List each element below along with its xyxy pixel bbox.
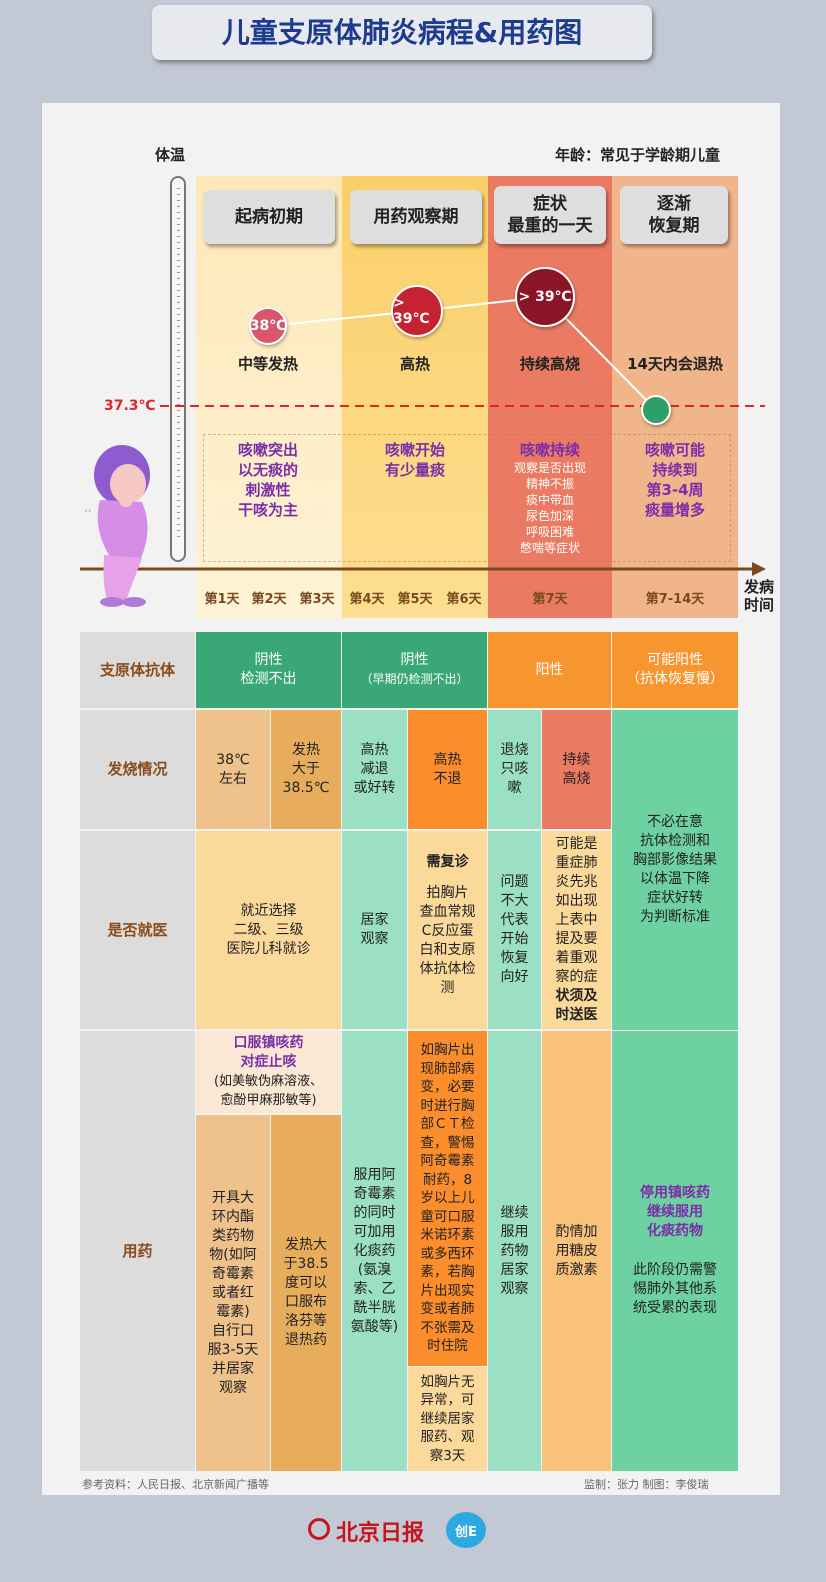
threshold-label: 37.3℃: [104, 398, 156, 414]
fever-cell-1: 38℃ 左右: [196, 710, 270, 829]
day-label-1: 第1天: [204, 592, 240, 607]
fever-cell-6: 持续 高烧: [542, 710, 611, 829]
day-label-3: 第3天: [299, 592, 335, 607]
day-label-2: 第2天: [251, 592, 287, 607]
recovery-note-cell: 不必在意 抗体检测和 胸部影像结果 以体温下降 症状好转 为判断标准: [612, 710, 738, 1030]
visit-cell-5: 问题 不大 代表 开始 恢复 向好: [488, 831, 541, 1029]
antibody-cell-2: 阴性 （早期仍检测不出）: [342, 632, 487, 708]
day-label-6: 第6天: [446, 592, 482, 607]
temp-marker-3: > 39℃: [515, 267, 575, 327]
svg-text:‘‘: ‘‘: [84, 507, 92, 521]
cough-desc-1: 咳嗽突出 以无痰的 刺激性 干咳为主: [237, 441, 298, 519]
row-header-fever: 发烧情况: [80, 710, 195, 829]
axis-arrow-icon: [752, 562, 766, 576]
newspaper-logo-text: 北京日报: [336, 1520, 425, 1546]
cough-desc-4: 咳嗽可能 持续到 第3-4周 痰量增多: [644, 441, 705, 519]
meds-cell-6: 酌情加 用糖皮 质激素: [542, 1031, 611, 1471]
phase-box-1: 起病初期: [203, 190, 335, 244]
oral-cough-med-cell: 口服镇咳药 对症止咳 (如美敏伪麻溶液、 愈酚甲麻那敏等): [196, 1031, 341, 1113]
cough-desc-3: 咳嗽持续 观察是否出现 精神不振 痰中带血 尿色加深 呼吸困难 憋喘等症状: [513, 441, 586, 555]
app-badge-icon: 创E: [446, 1512, 486, 1548]
day-label-7: 第7天: [532, 592, 568, 607]
sources-note: 参考资料：人民日报、北京新闻广播等: [82, 1478, 269, 1491]
antibody-cell-3: 阳性: [488, 632, 611, 708]
fever-cell-4: 高热 不退: [408, 710, 487, 829]
meds-cell-2: 发热大 于38.5 度可以 口服布 洛芬等 退热药: [271, 1115, 341, 1471]
antibody-cell-1: 阴性 检测不出: [196, 632, 341, 708]
x-axis-label: 发病 时间: [744, 578, 775, 614]
fever-cell-3: 高热 减退 或好转: [342, 710, 407, 829]
fever-label-4: 14天内会退热: [627, 355, 723, 373]
age-note: 年龄：常见于学龄期儿童: [555, 146, 721, 164]
meds-cell-7: 停用镇咳药 继续服用 化痰药物 此阶段仍需警 惕肺外其他系 统受累的表现: [612, 1031, 738, 1471]
phase-box-2: 用药观察期: [350, 190, 482, 244]
cough-frame: [203, 434, 731, 562]
visit-cell-4: 需复诊 拍胸片 查血常规 C反应蛋 白和支原 体抗体检测: [408, 831, 487, 1029]
coughing-child-icon: ‘‘: [84, 445, 150, 607]
phase1-bg: [196, 176, 342, 618]
phase4-bg: [612, 176, 738, 618]
visit-cell-1: 就近选择 二级、三级 医院儿科就诊: [196, 831, 341, 1029]
day-label-8: 第7-14天: [645, 592, 705, 607]
temp-marker-1: 38℃: [249, 307, 287, 345]
cough-desc-2: 咳嗽开始 有少量痰: [384, 441, 445, 479]
page-title: 儿童支原体肺炎病程&用药图: [152, 5, 652, 60]
row-header-meds: 用药: [80, 1031, 195, 1471]
meds-cell-3: 服用阿 奇霉素 的同时 可加用 化痰药 (氨溴 索、乙 酰半胱 氨酸等): [342, 1031, 407, 1471]
fever-label-1: 中等发热: [237, 355, 298, 373]
y-axis-label: 体温: [155, 146, 186, 164]
phase2-bg: [342, 176, 488, 618]
row-header-antibody: 支原体抗体: [80, 632, 195, 708]
credits-note: 监制：张力 制图：李俊瑞: [584, 1478, 709, 1491]
phase3-bg: [488, 176, 612, 618]
fever-cell-2: 发热 大于 38.5℃: [271, 710, 341, 829]
antibody-cell-4: 可能阳性 （抗体恢复慢）: [612, 632, 738, 708]
newspaper-logo-icon: [308, 1518, 330, 1540]
day-label-5: 第5天: [397, 592, 433, 607]
meds-cell-4a: 如胸片出 现肺部病 变，必要 时进行胸 部ＣＴ检 查，警惕 阿奇霉素 耐药，8 岁以上儿 童可口服…: [408, 1031, 487, 1366]
phase-box-4: 逐渐 恢复期: [620, 186, 728, 244]
visit-cell-6: 可能是 重症肺 炎先兆 如出现 上表中 提及要 着重观 察的症 状须及 时送医: [542, 831, 611, 1029]
meds-cell-4b: 如胸片无 异常，可 继续居家 服药、观 察3天: [408, 1367, 487, 1471]
day-label-4: 第4天: [349, 592, 385, 607]
meds-cell-5: 继续 服用 药物 居家 观察: [488, 1031, 541, 1471]
thermometer-icon: [170, 176, 186, 562]
fever-label-3: 持续高烧: [519, 355, 580, 373]
temp-marker-4: [641, 395, 671, 425]
row-header-visit: 是否就医: [80, 831, 195, 1029]
temperature-curve: [80, 295, 766, 576]
fever-cell-5: 退烧 只咳嗽: [488, 710, 541, 829]
fever-label-2: 高热: [399, 355, 430, 373]
temp-marker-2: > 39℃: [391, 285, 443, 337]
meds-cell-1: 开具大 环内酯 类药物 物(如阿 奇霉素 或者红 霉素) 自行口 服3-5天 并居家 观察: [196, 1115, 270, 1471]
phase-box-3: 症状 最重的一天: [494, 186, 606, 244]
visit-cell-3: 居家 观察: [342, 831, 407, 1029]
